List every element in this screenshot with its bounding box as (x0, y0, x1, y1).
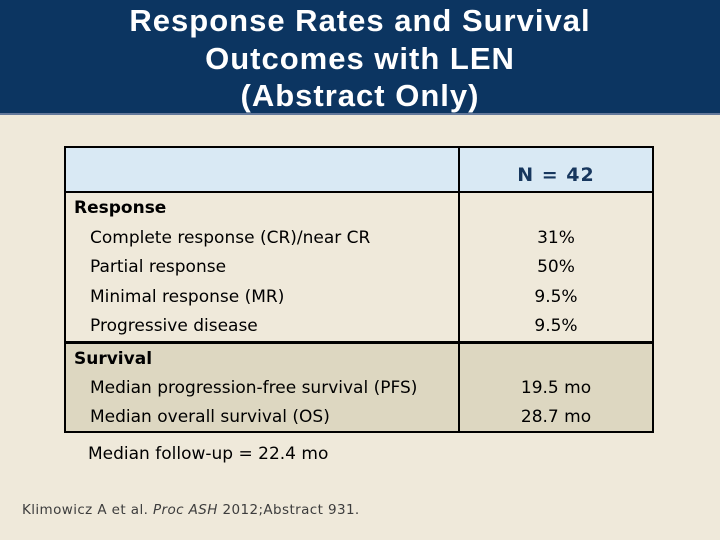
row-label: Partial response (66, 252, 460, 282)
citation: Klimowicz A et al. Proc ASH 2012;Abstrac… (22, 502, 360, 518)
row-label: Median overall survival (OS) (66, 402, 460, 432)
row-value: 31% (537, 227, 575, 248)
row-label: Progressive disease (66, 311, 460, 341)
citation-authors: Klimowicz A et al. (22, 502, 153, 518)
results-table: N = 42 Response Complete response (CR)/n… (64, 146, 654, 434)
survival-section-label: Survival (66, 344, 460, 374)
row-value: 19.5 mo (520, 378, 592, 399)
title-line-2: Outcomes with LEN (205, 40, 515, 76)
table-header-empty-cell (66, 148, 460, 191)
response-section-label: Response (66, 193, 460, 223)
table-row: Minimal response (MR) 9.5% (66, 282, 652, 312)
citation-reference: 2012;Abstract 931. (217, 502, 360, 518)
table-header-n-value: N = 42 (517, 163, 595, 186)
citation-journal: Proc ASH (152, 502, 218, 518)
row-value: 28.7 mo (520, 406, 592, 427)
table-row: Partial response 50% (66, 252, 652, 282)
row-value: 9.5% (534, 316, 578, 337)
row-label: Complete response (CR)/near CR (66, 223, 460, 253)
row-value: 50% (537, 257, 575, 278)
title-line-3: (Abstract Only) (240, 78, 480, 113)
survival-section-header-row: Survival (66, 344, 652, 374)
response-section-header-row: Response (66, 193, 652, 223)
title-line-1: Response Rates and Survival (129, 3, 591, 38)
row-label: Median progression-free survival (PFS) (66, 374, 460, 403)
table-row: Median overall survival (OS) 28.7 mo (66, 402, 652, 432)
table-header-row: N = 42 (66, 148, 652, 193)
survival-section: Survival Median progression-free surviva… (66, 341, 652, 432)
row-label: Minimal response (MR) (66, 282, 460, 312)
table-row: Median progression-free survival (PFS) 1… (66, 374, 652, 403)
title-band: Response Rates and Survival Outcomes wit… (0, 0, 720, 115)
slide-title: Response Rates and Survival Outcomes wit… (0, 0, 720, 115)
row-value: 9.5% (534, 286, 578, 307)
table-row: Complete response (CR)/near CR 31% (66, 223, 652, 253)
response-section: Response Complete response (CR)/near CR … (66, 193, 652, 341)
median-followup-note: Median follow-up = 22.4 mo (88, 444, 329, 464)
table-row: Progressive disease 9.5% (66, 311, 652, 341)
